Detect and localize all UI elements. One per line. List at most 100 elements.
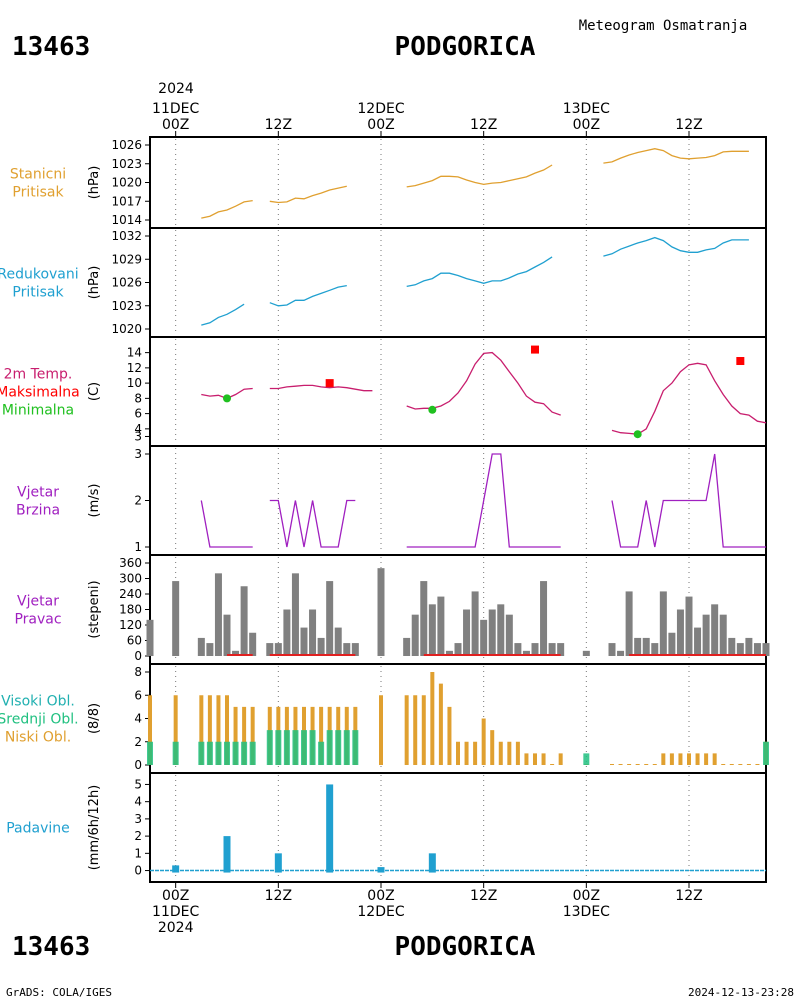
panel-label-wind_direction: Pravac [14, 612, 61, 628]
mid-cloud-bar [241, 741, 248, 765]
low-cloud-bar [558, 753, 563, 765]
x-tick-label-bottom: 13DEC [563, 904, 610, 920]
low-cloud-bar [148, 695, 152, 765]
temperature-max-marker [736, 357, 745, 366]
series-line-wind_speed [269, 499, 356, 548]
temperature-max-marker [325, 379, 334, 388]
low-cloud-bar [199, 695, 204, 765]
y-tick-label: 4 [134, 712, 142, 726]
panel-label-wind_direction: Vjetar [17, 594, 59, 610]
x-tick-label-bottom: 00Z [367, 888, 394, 904]
low-cloud-bar [464, 741, 469, 765]
wind-direction-bar [557, 643, 565, 656]
wind-direction-bar [232, 650, 240, 656]
y-tick-label: 120 [119, 618, 142, 632]
series-line-station_pressure [201, 199, 253, 219]
low-cloud-bar [618, 764, 623, 765]
low-cloud-bar [755, 764, 760, 765]
wind-direction-bar [736, 643, 744, 656]
low-cloud-bar [447, 706, 452, 765]
series-line-temperature [406, 351, 561, 416]
x-tick-label-top: 11DEC [152, 101, 199, 117]
wind-direction-bar [480, 619, 488, 656]
wind-direction-bar [445, 650, 453, 656]
y-tick-label: 6 [134, 407, 142, 421]
low-cloud-bar [421, 695, 426, 765]
wind-direction-bar [728, 637, 736, 656]
panel-label-reduced_pressure: Pritisak [12, 285, 64, 301]
y-tick-label: 1026 [111, 276, 142, 290]
y-tick-label: 8 [134, 391, 142, 405]
low-cloud-bar [490, 730, 495, 765]
wind-direction-bar [651, 643, 659, 656]
mid-cloud-bar [215, 741, 222, 765]
y-tick-label: 2 [134, 829, 142, 843]
wind-direction-bar [172, 581, 180, 656]
x-tick-label-top: 12Z [265, 117, 292, 133]
y-tick-label: 1017 [111, 194, 142, 208]
wind-direction-bar [351, 643, 359, 656]
x-tick-label-bottom: 2024 [158, 920, 194, 936]
mid-cloud-bar [318, 741, 325, 765]
low-cloud-bar [473, 741, 478, 765]
low-cloud-bar [635, 764, 640, 765]
footer-credit: GrADS: COLA/IGES [6, 986, 112, 999]
mid-cloud-bar [283, 730, 290, 765]
low-cloud-bar [225, 695, 229, 765]
station-id-top: 13463 [12, 32, 90, 62]
wind-direction-bar [291, 573, 299, 656]
wind-direction-bar [676, 609, 684, 656]
mid-cloud-bar [232, 741, 239, 765]
series-line-temperature [269, 384, 373, 392]
wind-direction-bar [317, 637, 325, 656]
low-cloud-bar [498, 741, 503, 765]
x-tick-label-bottom: 12Z [265, 888, 292, 904]
wind-direction-bar [463, 609, 471, 656]
x-tick-label-top: 12Z [470, 117, 497, 133]
y-tick-label: 12 [127, 361, 142, 375]
panel-label-station_pressure: Pritisak [12, 185, 64, 201]
x-tick-label-top: 00Z [367, 117, 394, 133]
wind-direction-bar [753, 643, 761, 656]
y-tick-label: 0 [134, 649, 142, 663]
wind-direction-bar [377, 568, 385, 656]
low-cloud-bar [507, 741, 512, 765]
low-cloud-bar [413, 695, 418, 765]
wind-direction-bar [334, 627, 342, 656]
axis-unit-station_pressure: (hPa) [87, 166, 102, 200]
mid-cloud-bar [266, 730, 273, 765]
footer-timestamp: 2024-12-13-23:28 [688, 986, 794, 999]
year-label-top: 2024 [158, 81, 194, 97]
axis-unit-wind_direction: (stepeni) [87, 580, 102, 638]
y-tick-label: 14 [127, 346, 142, 360]
wind-direction-bar [240, 586, 248, 656]
wind-direction-bar [309, 609, 317, 656]
series-line-reduced_pressure [201, 303, 245, 326]
series-line-reduced_pressure [269, 284, 347, 307]
mid-cloud-bar [301, 730, 307, 765]
low-cloud-bar [712, 753, 717, 765]
low-cloud-bar [695, 753, 700, 765]
low-cloud-bar [233, 706, 238, 765]
wind-direction-bar [266, 643, 274, 656]
y-tick-label: 1029 [111, 252, 142, 266]
low-cloud-bar [644, 764, 649, 765]
temperature-min-marker [223, 394, 231, 403]
x-tick-label-bottom: 00Z [162, 888, 189, 904]
wind-direction-bar [582, 650, 590, 656]
y-tick-label: 240 [119, 587, 142, 601]
low-cloud-bar [438, 683, 443, 765]
wind-direction-bar [471, 591, 479, 656]
wind-direction-bar [668, 632, 676, 656]
precip-bar [172, 865, 180, 873]
y-tick-label: 1014 [111, 213, 142, 227]
x-tick-label-top: 12Z [675, 117, 702, 133]
x-tick-label-top: 00Z [162, 117, 189, 133]
low-cloud-bar [430, 672, 435, 765]
low-cloud-bar [541, 753, 546, 765]
low-cloud-bar [524, 753, 529, 765]
low-cloud-bar [721, 764, 726, 765]
y-tick-label: 3 [134, 812, 142, 826]
